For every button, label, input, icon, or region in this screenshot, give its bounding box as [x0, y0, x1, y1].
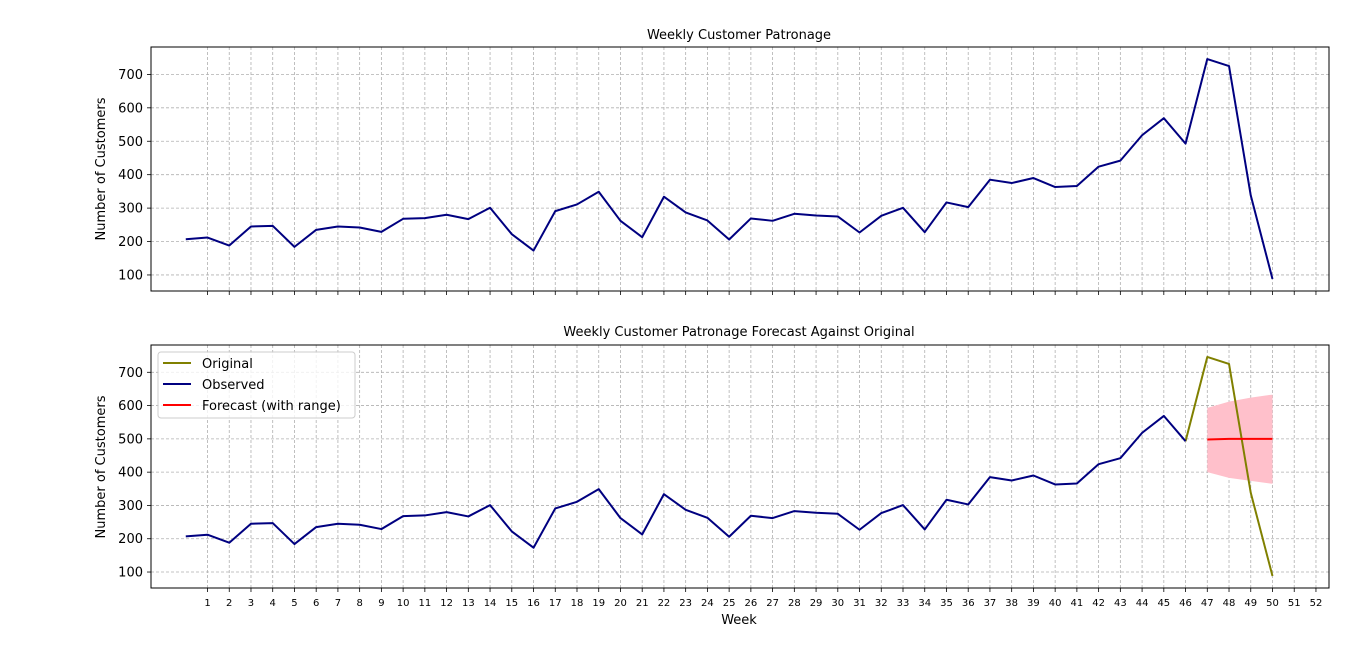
- x-tick-label: 11: [418, 598, 431, 609]
- x-tick-label: 12: [440, 598, 453, 609]
- x-tick-label: 49: [1244, 598, 1257, 609]
- legend-label-observed: Observed: [202, 378, 265, 393]
- x-tick-label: 6: [313, 598, 319, 609]
- x-tick-label: 17: [549, 598, 562, 609]
- x-tick-label: 5: [291, 598, 297, 609]
- x-tick-label: 41: [1071, 598, 1084, 609]
- x-tick-label: 51: [1288, 598, 1301, 609]
- axis-ticks: 1 2 3 4 5 6 7 8 9 10 11 12 13 14 15 16 17 18 19 20 21 22 23 24 2…: [118, 366, 1322, 609]
- x-tick-label: 16: [527, 598, 540, 609]
- x-tick-label: 46: [1179, 598, 1192, 609]
- x-tick-label: 43: [1114, 598, 1127, 609]
- y-tick-label: 100: [118, 566, 143, 581]
- x-tick-label: 9: [378, 598, 384, 609]
- y-tick-label: 500: [118, 135, 143, 150]
- x-tick-label: 32: [875, 598, 888, 609]
- y-tick-label: 400: [118, 168, 143, 183]
- x-tick-label: 30: [831, 598, 844, 609]
- x-tick-label: 10: [397, 598, 410, 609]
- chart-title: Weekly Customer Patronage: [647, 28, 831, 43]
- series-line-observed: [185, 414, 1187, 549]
- x-tick-label: 3: [248, 598, 254, 609]
- x-tick-label: 22: [658, 598, 671, 609]
- x-tick-label: 38: [1005, 598, 1018, 609]
- y-tick-label: 500: [118, 432, 143, 447]
- chart-weekly-patronage: Weekly Customer Patronage Number of Cust…: [94, 28, 1330, 295]
- x-tick-label: 23: [679, 598, 692, 609]
- legend-box: [157, 351, 356, 419]
- gridlines: [151, 47, 1329, 291]
- x-tick-label: 19: [592, 598, 605, 609]
- x-tick-label: 26: [745, 598, 758, 609]
- x-tick-label: 4: [270, 598, 276, 609]
- x-tick-label: 18: [571, 598, 584, 609]
- x-tick-label: 25: [723, 598, 736, 609]
- x-tick-label: 29: [810, 598, 823, 609]
- series-line-forecast-with-range: [1207, 437, 1273, 441]
- y-tick-label: 300: [118, 499, 143, 514]
- series-line-patronage: [185, 58, 1274, 280]
- x-tick-label: 31: [853, 598, 866, 609]
- x-tick-label: 14: [484, 598, 497, 609]
- x-axis-label: Week: [721, 613, 757, 628]
- legend-label-original: Original: [202, 357, 253, 372]
- legend-label-forecast: Forecast (with range): [202, 399, 341, 414]
- y-axis-label: Number of Customers: [94, 395, 109, 538]
- y-tick-label: 600: [118, 399, 143, 414]
- plot-area: [185, 355, 1274, 577]
- x-tick-label: 42: [1092, 598, 1105, 609]
- x-tick-label: 13: [462, 598, 475, 609]
- x-tick-label: 33: [897, 598, 910, 609]
- x-tick-label: 48: [1223, 598, 1236, 609]
- x-tick-label: 20: [614, 598, 627, 609]
- y-tick-label: 100: [118, 268, 143, 283]
- x-tick-label: 37: [984, 598, 997, 609]
- x-tick-label: 21: [636, 598, 649, 609]
- axes-frame: [150, 344, 1330, 589]
- legend: Original Observed Forecast (with range): [157, 351, 356, 419]
- x-tick-label: 39: [1027, 598, 1040, 609]
- x-tick-label: 28: [788, 598, 801, 609]
- chart-forecast-vs-original: Weekly Customer Patronage Forecast Again…: [94, 325, 1330, 628]
- x-tick-label: 36: [962, 598, 975, 609]
- x-tick-label: 40: [1049, 598, 1062, 609]
- x-tick-label: 47: [1201, 598, 1214, 609]
- x-tick-label: 24: [701, 598, 714, 609]
- y-axis-label: Number of Customers: [94, 97, 109, 240]
- x-tick-label: 35: [940, 598, 953, 609]
- x-tick-label: 34: [918, 598, 931, 609]
- x-tick-label: 50: [1266, 598, 1279, 609]
- x-tick-label: 1: [204, 598, 210, 609]
- x-tick-label: 27: [766, 598, 779, 609]
- y-tick-label: 200: [118, 532, 143, 547]
- x-tick-label: 44: [1136, 598, 1149, 609]
- x-tick-label: 2: [226, 598, 232, 609]
- axis-ticks: 100 200 300 400 500 600 700: [118, 68, 1317, 295]
- x-tick-label: 8: [356, 598, 362, 609]
- x-tick-label: 45: [1157, 598, 1170, 609]
- gridlines: [151, 345, 1329, 588]
- y-tick-label: 300: [118, 202, 143, 217]
- chart-title: Weekly Customer Patronage Forecast Again…: [563, 325, 914, 340]
- y-tick-label: 400: [118, 466, 143, 481]
- y-tick-label: 200: [118, 235, 143, 250]
- plot-area: [185, 58, 1274, 280]
- y-tick-label: 600: [118, 101, 143, 116]
- y-tick-label: 700: [118, 68, 143, 83]
- x-tick-label: 15: [505, 598, 518, 609]
- series-line-original: [1184, 355, 1274, 577]
- x-tick-label: 52: [1310, 598, 1323, 609]
- x-tick-label: 7: [335, 598, 341, 609]
- y-tick-label: 700: [118, 366, 143, 381]
- axes-frame: [150, 46, 1330, 292]
